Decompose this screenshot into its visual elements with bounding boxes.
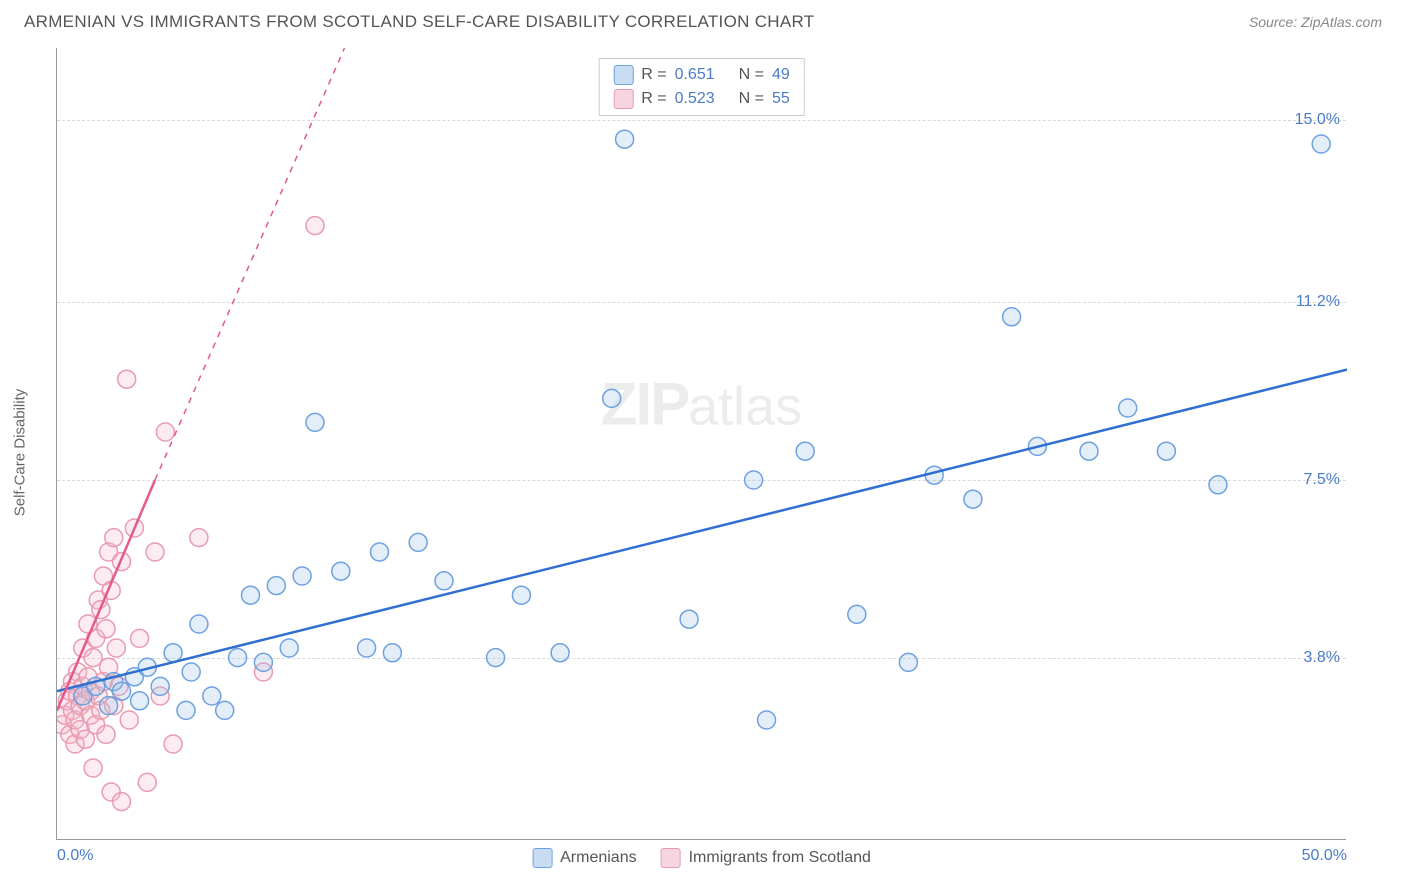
data-point [229, 649, 247, 667]
legend-n-value: 55 [772, 90, 790, 108]
data-point [306, 217, 324, 235]
data-point [97, 620, 115, 638]
data-point [1312, 135, 1330, 153]
data-point [680, 610, 698, 628]
data-point [182, 663, 200, 681]
data-point [551, 644, 569, 662]
legend-series-label: Armenians [560, 849, 636, 867]
data-point [358, 639, 376, 657]
chart-container: ZIPatlas R =0.651N =49R =0.523N =55 Arme… [56, 48, 1346, 840]
data-point [203, 687, 221, 705]
data-point [164, 644, 182, 662]
data-point [745, 471, 763, 489]
legend-r-value: 0.523 [675, 90, 715, 108]
legend-stat-row: R = 0.523 N = 55 [613, 87, 790, 111]
data-point [796, 442, 814, 460]
data-point [118, 370, 136, 388]
data-point [190, 615, 208, 633]
data-point [146, 543, 164, 561]
data-point [280, 639, 298, 657]
data-point [1080, 442, 1098, 460]
data-point [899, 653, 917, 671]
data-point [848, 605, 866, 623]
data-point [156, 423, 174, 441]
legend-swatch [532, 848, 552, 868]
chart-source: Source: ZipAtlas.com [1249, 14, 1382, 30]
data-point [242, 586, 260, 604]
trend-line [57, 370, 1347, 692]
data-point [267, 577, 285, 595]
data-point [383, 644, 401, 662]
data-point [293, 567, 311, 585]
data-point [107, 639, 125, 657]
data-point [113, 682, 131, 700]
chart-header: ARMENIAN VS IMMIGRANTS FROM SCOTLAND SEL… [0, 0, 1406, 38]
legend-stat-row: R = 0.651 N = 49 [613, 63, 790, 87]
data-point [409, 533, 427, 551]
data-point [105, 529, 123, 547]
y-axis-label: Self-Care Disability [12, 389, 29, 517]
data-point [964, 490, 982, 508]
data-point [371, 543, 389, 561]
legend-series-item: Armenians [532, 848, 636, 868]
legend-n-label: N = [739, 90, 764, 108]
legend-r-value: 0.651 [675, 66, 715, 84]
legend-series-item: Immigrants from Scotland [661, 848, 871, 868]
data-point [1119, 399, 1137, 417]
data-point [1003, 308, 1021, 326]
chart-title: ARMENIAN VS IMMIGRANTS FROM SCOTLAND SEL… [24, 12, 814, 32]
legend-swatch [613, 89, 633, 109]
legend-series: Armenians Immigrants from Scotland [532, 848, 871, 868]
data-point [512, 586, 530, 604]
legend-swatch [613, 65, 633, 85]
data-point [306, 413, 324, 431]
legend-r-label: R = [641, 66, 666, 84]
scatter-plot [57, 48, 1347, 840]
data-point [1157, 442, 1175, 460]
x-tick-label: 0.0% [57, 847, 93, 865]
legend-n-value: 49 [772, 66, 790, 84]
legend-r-label: R = [641, 90, 666, 108]
data-point [151, 677, 169, 695]
data-point [758, 711, 776, 729]
data-point [131, 692, 149, 710]
data-point [435, 572, 453, 590]
data-point [487, 649, 505, 667]
data-point [100, 697, 118, 715]
data-point [138, 773, 156, 791]
legend-swatch [661, 848, 681, 868]
data-point [84, 759, 102, 777]
data-point [1209, 476, 1227, 494]
data-point [97, 725, 115, 743]
data-point [254, 653, 272, 671]
data-point [164, 735, 182, 753]
data-point [84, 649, 102, 667]
x-tick-label: 50.0% [1302, 847, 1347, 865]
legend-n-label: N = [739, 66, 764, 84]
legend-series-label: Immigrants from Scotland [689, 849, 871, 867]
data-point [616, 130, 634, 148]
data-point [113, 793, 131, 811]
data-point [131, 629, 149, 647]
legend-stats: R = 0.651 N = 49 R = 0.523 N = 55 [598, 58, 805, 116]
data-point [216, 701, 234, 719]
data-point [332, 562, 350, 580]
data-point [603, 389, 621, 407]
data-point [190, 529, 208, 547]
data-point [120, 711, 138, 729]
plot-area: ZIPatlas R =0.651N =49R =0.523N =55 Arme… [56, 48, 1346, 840]
data-point [177, 701, 195, 719]
